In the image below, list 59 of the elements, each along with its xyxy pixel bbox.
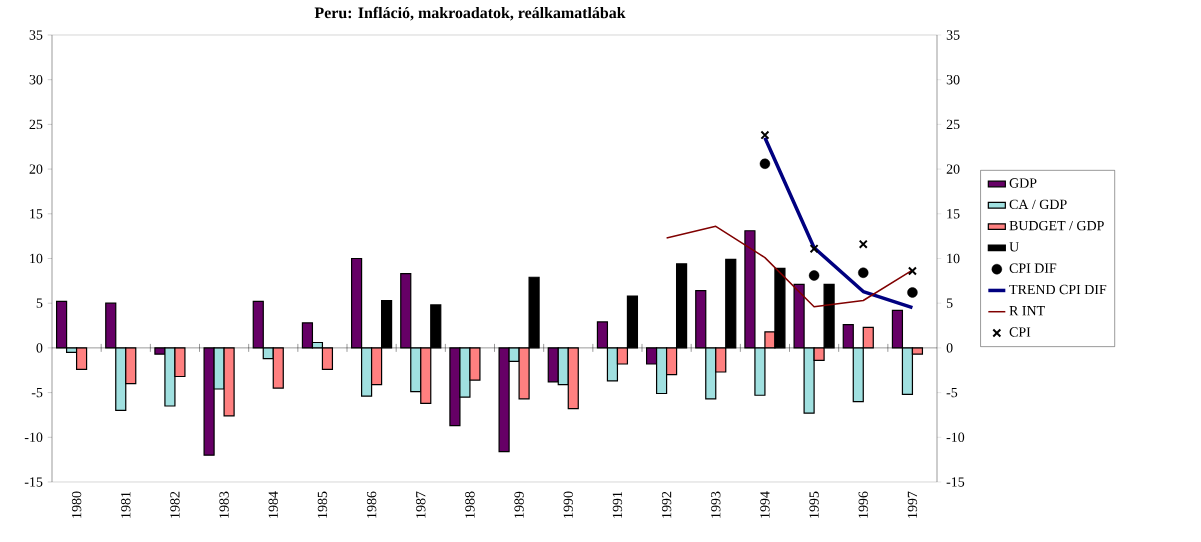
y2-tick-label: 0: [36, 343, 43, 353]
y2-tick-label: -10: [24, 432, 43, 442]
legend-label: R INT: [1009, 306, 1045, 316]
legend-label: U: [1009, 242, 1019, 252]
legend-label: CA / GDP: [1009, 199, 1067, 210]
y2-tick-label: -15: [24, 477, 43, 487]
x-tick-label: 1988: [465, 491, 475, 518]
x-tick-label: 1992: [661, 491, 672, 518]
point: [760, 130, 770, 140]
y2-tick-label: 20: [29, 164, 43, 174]
x-tick-label: 1980: [71, 491, 82, 518]
legend-label: TREND CPI DIF: [1009, 284, 1107, 295]
y-tick-label: -5: [946, 387, 958, 398]
x-tick-label: 1993: [711, 491, 721, 518]
y-tick-label: 20: [946, 164, 960, 174]
x-tick-label: 1987: [416, 491, 426, 518]
legend-label: CPI: [1009, 327, 1031, 337]
x-tick-label: 1986: [366, 491, 377, 518]
x-tick-label: 1983: [219, 491, 229, 518]
legend-label: CPI DIF: [1009, 263, 1057, 273]
x-tick-label: 1991: [612, 491, 623, 518]
y2-tick-label: 35: [29, 30, 43, 40]
point: [907, 266, 917, 276]
y-tick-label: 15: [947, 209, 960, 219]
point: [809, 244, 819, 254]
y-tick-label: -10: [946, 432, 965, 442]
point: [759, 158, 771, 169]
y2-tick-label: -5: [31, 387, 43, 398]
chart-title: Peru: Infláció, makroadatok, reálkamatlábak: [314, 6, 626, 21]
y2-tick-label: 25: [29, 119, 43, 130]
x-tick-label: 1982: [170, 491, 180, 518]
point: [858, 239, 868, 249]
y-tick-label: 5: [946, 298, 953, 308]
legend-label: GDP: [1009, 178, 1037, 188]
x-tick-label: 1981: [121, 491, 131, 518]
point: [858, 267, 869, 278]
x-tick-label: 1989: [514, 491, 524, 518]
line-series: [763, 136, 915, 310]
y-tick-label: 10: [947, 253, 960, 264]
legend-label: BUDGET / GDP: [1009, 220, 1104, 231]
y2-tick-label: 5: [36, 298, 43, 308]
x-tick-label: 1995: [809, 491, 819, 518]
y2-tick-label: 10: [30, 253, 43, 264]
x-tick-label: 1984: [268, 491, 278, 518]
y-tick-label: -15: [946, 477, 965, 487]
x-tick-label: 1990: [563, 491, 573, 518]
y2-tick-label: 15: [30, 209, 43, 219]
x-tick-label: 1996: [858, 491, 868, 518]
y-tick-label: 25: [946, 119, 960, 130]
x-tick-label: 1994: [760, 491, 770, 518]
point: [808, 270, 820, 281]
x-tick-label: 1997: [907, 491, 918, 518]
line-series: [665, 225, 914, 308]
point: [907, 287, 918, 298]
y-tick-label: 30: [946, 74, 960, 85]
y-tick-label: 0: [946, 343, 953, 353]
x-tick-label: 1985: [317, 491, 328, 518]
y2-tick-label: 30: [29, 74, 43, 85]
y-tick-label: 35: [946, 30, 960, 40]
